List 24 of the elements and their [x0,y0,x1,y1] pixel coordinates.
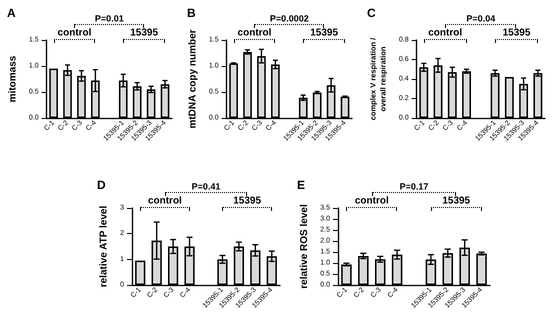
text: control [428,28,462,38]
text: control [238,28,272,38]
chart-title: C [367,6,376,20]
text: 15395 [310,28,338,38]
text: P=0.0002 [270,14,309,24]
chart-title: A [7,6,16,20]
y-axis-title: relative ATP level [98,206,110,288]
text: 15395 [442,196,471,206]
text: control [58,28,92,38]
text: P=0.04 [466,14,496,24]
text: 15395 [130,28,158,38]
y-axis-title: mitomass [8,55,18,102]
chart-title: E [297,178,306,192]
chart-title: B [187,6,196,20]
y-axis-title: relative ROS level [298,204,310,289]
text: 15395 [502,28,531,38]
text: control [354,196,389,206]
text: 15395 [233,196,262,206]
text: P=0.17 [400,182,428,192]
y-axis-title: mtDNA copy number [188,29,198,129]
text: P=0.01 [94,14,124,24]
text: control [148,196,182,206]
text: P=0.41 [192,182,220,192]
chart-title: D [97,178,106,192]
